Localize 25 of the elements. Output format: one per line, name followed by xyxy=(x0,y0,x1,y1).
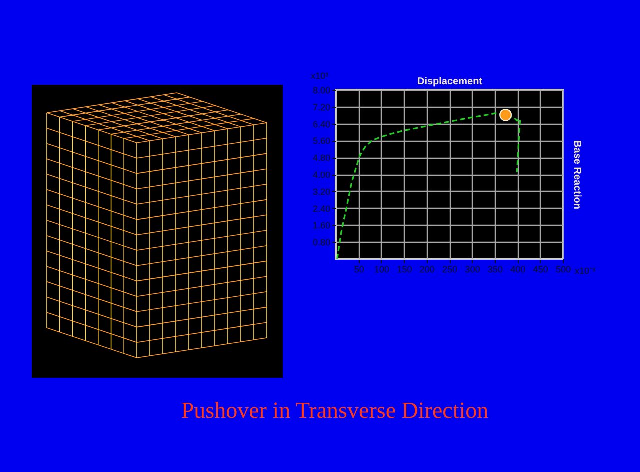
x-tick-label: 350 xyxy=(488,264,503,274)
x-tick-label: 150 xyxy=(397,264,412,274)
y-tick-label: 3.20 xyxy=(312,186,330,197)
y-tick-label: 5.60 xyxy=(312,136,330,146)
y-tick-label: 4.00 xyxy=(312,170,330,180)
x-tick-label: 500 xyxy=(556,264,572,274)
x-tick-label: 400 xyxy=(510,264,526,274)
text: Pushover in Transverse Direction xyxy=(180,398,490,424)
x-tick-label: 200 xyxy=(420,264,435,274)
y-tick-label: 4.80 xyxy=(312,153,330,164)
x-tick-label: 250 xyxy=(442,264,458,274)
y-tick-label: 8.00 xyxy=(312,86,330,96)
text: x10⁻³ xyxy=(575,265,596,277)
x-axis-title: Displacement xyxy=(417,76,484,88)
y-axis-title: Base Reaction xyxy=(572,140,582,210)
y-tick-label: 7.20 xyxy=(312,102,330,112)
x-tick-label: 100 xyxy=(374,264,390,274)
y-tick-label: 0.80 xyxy=(312,238,330,248)
y-tick-label: 2.40 xyxy=(312,204,330,214)
y-tick-label: 6.40 xyxy=(312,119,330,130)
y-tick-label: 1.60 xyxy=(312,220,330,231)
text: x10³ xyxy=(311,71,329,81)
x-tick-label: 50 xyxy=(354,264,364,274)
x-tick-label: 300 xyxy=(465,264,480,274)
x-tick-label: 450 xyxy=(533,264,548,274)
